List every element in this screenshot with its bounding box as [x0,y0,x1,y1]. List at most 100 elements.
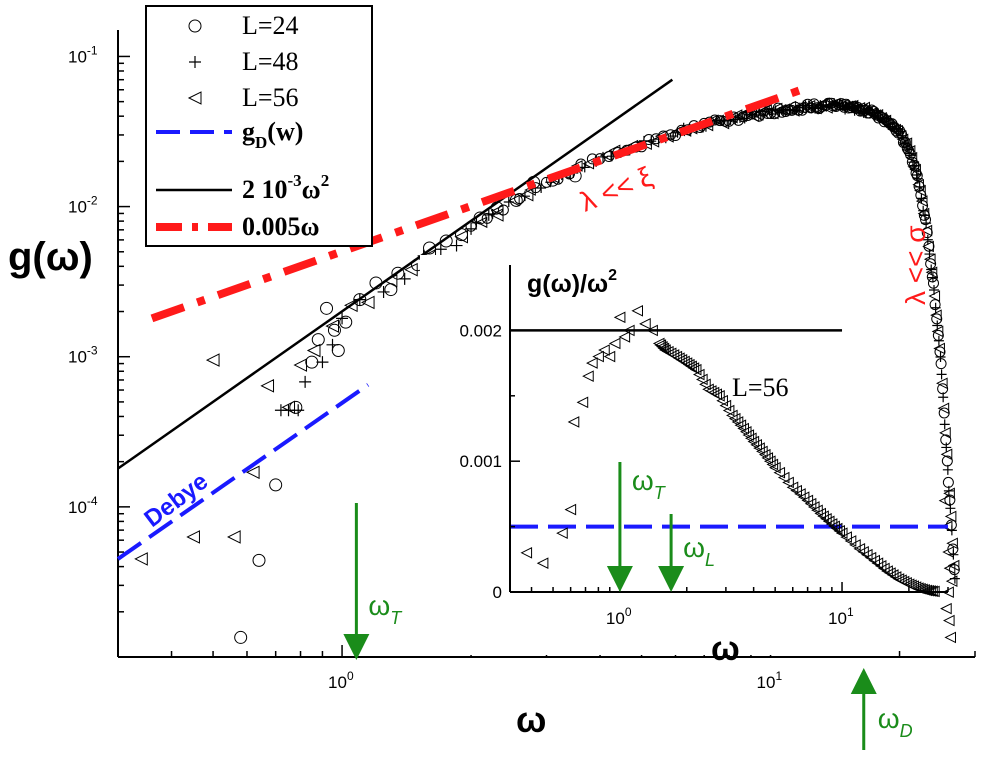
data-point-circle [423,241,437,255]
data-point-circle [311,333,325,347]
data-point-triangle [454,229,468,244]
main-y-axis-label: g(ω) [8,235,93,279]
main-x-axis-label: ω [516,699,546,740]
inset-omega-l-label: ωL [683,532,715,570]
tick-base: 10 [68,198,87,217]
data-point-triangle [947,559,960,572]
inset-series-label: L=56 [732,373,789,402]
data-point-triangle [915,195,928,207]
inset-x-axis-label: ω [711,630,740,668]
data-point-circle [269,478,283,492]
data-point-triangle [833,525,845,537]
legend-omega2-main: 2 10 [242,175,288,204]
data-point-triangle [613,311,626,324]
main-y-tick-label: 10-3 [68,344,98,367]
inset-backdrop [420,255,860,655]
main-y-tick-label: 10-2 [68,194,98,217]
data-point-triangle [293,358,308,372]
data-point-plus [938,392,949,403]
data-point-triangle [227,530,241,544]
tick-base: 10 [68,348,87,367]
data-point-triangle [878,562,890,575]
data-point-triangle [576,396,589,409]
data-point-circle [937,383,949,395]
data-point-plus [945,503,956,514]
legend-label-omega2: 2 10-3ω2 [242,171,329,204]
data-point-triangle [622,324,635,337]
data-point-triangle [598,344,610,356]
data-point-triangle [849,539,861,551]
data-point-triangle [830,522,843,535]
main-y-tick-label: 10-1 [68,43,98,66]
tick-base: 10 [68,47,87,66]
legend-gd-sub: D [255,133,267,152]
data-point-triangle [935,377,948,390]
data-point-triangle [840,531,852,543]
data-point-triangle [475,216,488,229]
data-point-triangle [914,184,926,197]
data-point-triangle [940,520,953,533]
data-point-triangle [592,350,604,363]
inset-x-tick-label: 100 [606,605,632,628]
tick-base: 10 [757,673,776,692]
data-point-circle [289,400,303,414]
main-omega-t-label-sub: T [390,608,403,628]
legend: L=24 L=48 L=56 gD(w) 2 10-3ω2 0.005ω [145,5,373,247]
data-point-circle [497,204,509,216]
data-point-triangle [582,370,594,382]
main-omega-t-arrow-head [343,634,370,660]
data-point-triangle [871,557,884,570]
data-point-circle [320,301,334,315]
data-point-triangle [943,562,956,575]
data-point-triangle [946,537,958,550]
data-point-triangle [618,331,631,343]
data-point-plus [936,369,947,380]
data-point-triangle [713,389,725,402]
data-point-circle [339,315,353,329]
data-point-plus [942,464,953,475]
data-point-triangle [281,400,296,415]
data-point-triangle [923,253,936,265]
data-point-plus [941,442,952,453]
data-point-triangle [773,466,786,479]
main-reference-lines [116,78,803,561]
data-point-triangle [260,379,275,393]
omega-d-arrow-head [850,668,877,694]
data-point-plus [519,191,530,202]
reference-line-solid [117,78,674,470]
data-point-triangle [844,535,857,547]
data-point-triangle [603,350,616,363]
data-point-triangle [931,325,944,338]
data-point-triangle [699,378,711,391]
data-point-plus [292,404,305,417]
data-point-circle [188,19,202,33]
data-point-circle [938,407,950,419]
tick-exp: -1 [87,43,98,57]
legend-label-gd: gD(w) [242,117,303,152]
data-point-triangle [564,503,577,516]
data-point-triangle [491,204,504,217]
data-point-circle [305,355,319,369]
legend-gd-main: g [242,117,255,146]
legend-markers [156,19,232,231]
data-point-triangle [520,546,533,559]
data-point-triangle [689,363,702,376]
data-point-triangle [940,602,952,615]
legend-gd-tail: (w) [267,117,303,146]
data-point-triangle [536,557,549,570]
data-point-triangle [942,614,955,627]
data-point-plus [536,183,547,194]
main-omega-t-label-base: ω [368,590,390,621]
legend-label-linear: 0.005ω [242,212,320,241]
main-y-tick-label: 10-4 [68,494,98,517]
legend-box [145,5,373,247]
data-point-circle [391,266,405,280]
data-point-triangle [567,416,580,428]
inset-omega-l-label-sub: L [705,550,715,570]
data-point-triangle [360,295,375,310]
data-point-triangle [909,163,921,176]
data-point-triangle [186,530,200,544]
